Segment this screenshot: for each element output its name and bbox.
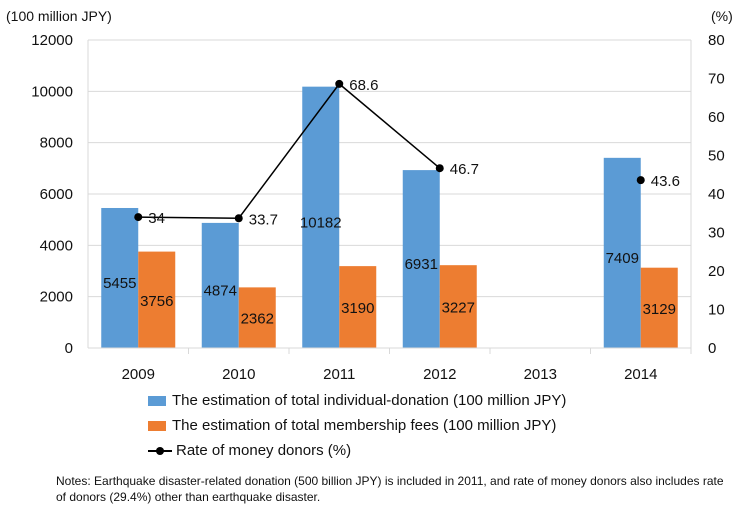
bar-individual-donation bbox=[603, 157, 641, 348]
bar-label-membership-fees: 2362 bbox=[241, 311, 274, 328]
chart-canvas: (100 million JPY) (%) 0 2000 4000 6000 8000 1… bbox=[6, 8, 733, 383]
line-donor-rate bbox=[138, 82, 441, 220]
right-axis-label: (%) bbox=[711, 8, 733, 24]
left-tick-label: 2000 bbox=[40, 289, 73, 306]
left-tick-label: 10000 bbox=[31, 83, 73, 100]
left-tick-label: 8000 bbox=[40, 135, 73, 152]
legend-item-membership-fees: The estimation of total membership fees … bbox=[148, 413, 566, 438]
bar-label-membership-fees: 3129 bbox=[643, 301, 676, 318]
line-series bbox=[134, 79, 645, 223]
bar-membership-fees bbox=[339, 266, 377, 348]
right-tick-label: 20 bbox=[708, 263, 725, 280]
x-tick-label: 2014 bbox=[624, 366, 657, 383]
bar-label-individual-donation: 7409 bbox=[606, 250, 639, 267]
left-tick-label: 0 bbox=[65, 340, 73, 357]
x-tick-label: 2011 bbox=[323, 366, 355, 383]
legend-line-marker bbox=[148, 446, 172, 456]
point-donor-rate bbox=[134, 213, 143, 222]
legend-swatch-blue bbox=[148, 395, 166, 406]
bar-label-individual-donation: 10182 bbox=[300, 214, 342, 231]
legend-label: Rate of money donors (%) bbox=[176, 442, 352, 459]
left-tick-label: 4000 bbox=[40, 237, 73, 254]
point-label-donor-rate: 33.7 bbox=[249, 211, 278, 228]
legend-swatch-orange bbox=[148, 420, 166, 431]
left-tick-label: 12000 bbox=[31, 32, 73, 49]
bar-label-membership-fees: 3227 bbox=[442, 300, 475, 317]
bar-individual-donation bbox=[101, 207, 139, 348]
right-tick-label: 70 bbox=[708, 71, 725, 88]
right-tick-label: 10 bbox=[708, 302, 725, 319]
right-tick-label: 50 bbox=[708, 148, 725, 165]
axes: 0 2000 4000 6000 8000 10000 12000 0 10 20 30 40 50 60… bbox=[31, 32, 724, 383]
point-label-donor-rate: 46.7 bbox=[450, 161, 479, 178]
legend: The estimation of total individual-donat… bbox=[148, 388, 566, 463]
bar-membership-fees bbox=[439, 265, 477, 348]
bar-label-individual-donation: 5455 bbox=[103, 275, 136, 292]
legend-item-donor-rate: Rate of money donors (%) bbox=[148, 438, 566, 463]
chart-note: Notes: Earthquake disaster-related donat… bbox=[56, 474, 724, 504]
point-donor-rate bbox=[636, 176, 645, 185]
point-donor-rate bbox=[335, 79, 344, 88]
point-label-donor-rate: 68.6 bbox=[349, 77, 378, 94]
bar-membership-fees bbox=[640, 267, 678, 348]
bar-label-individual-donation: 4874 bbox=[204, 282, 237, 299]
legend-label: The estimation of total membership fees … bbox=[172, 417, 557, 434]
bar-individual-donation bbox=[302, 86, 340, 349]
right-tick-label: 30 bbox=[708, 225, 725, 242]
bar-individual-donation bbox=[201, 222, 239, 348]
bar-membership-fees bbox=[138, 251, 176, 348]
right-tick-label: 60 bbox=[708, 109, 725, 126]
legend-item-individual-donation: The estimation of total individual-donat… bbox=[148, 388, 566, 413]
bar-label-membership-fees: 3756 bbox=[140, 293, 173, 310]
gridlines bbox=[88, 39, 691, 298]
right-tick-label: 80 bbox=[708, 32, 725, 49]
x-tick-label: 2009 bbox=[122, 366, 155, 383]
x-tick-label: 2012 bbox=[423, 366, 456, 383]
left-axis-label: (100 million JPY) bbox=[6, 8, 112, 24]
x-tick-label: 2010 bbox=[222, 366, 255, 383]
point-donor-rate bbox=[234, 214, 243, 223]
right-tick-label: 40 bbox=[708, 186, 725, 203]
point-donor-rate bbox=[435, 164, 444, 173]
bar-series bbox=[101, 86, 678, 349]
x-tick-label: 2013 bbox=[524, 366, 557, 383]
point-label-donor-rate: 34 bbox=[148, 210, 165, 227]
right-tick-label: 0 bbox=[708, 340, 716, 357]
bar-individual-donation bbox=[402, 170, 440, 348]
legend-label: The estimation of total individual-donat… bbox=[172, 392, 567, 409]
left-tick-label: 6000 bbox=[40, 186, 73, 203]
bar-membership-fees bbox=[238, 287, 276, 348]
bar-label-individual-donation: 6931 bbox=[405, 256, 438, 273]
bar-label-membership-fees: 3190 bbox=[341, 300, 374, 317]
point-label-donor-rate: 43.6 bbox=[651, 173, 680, 190]
